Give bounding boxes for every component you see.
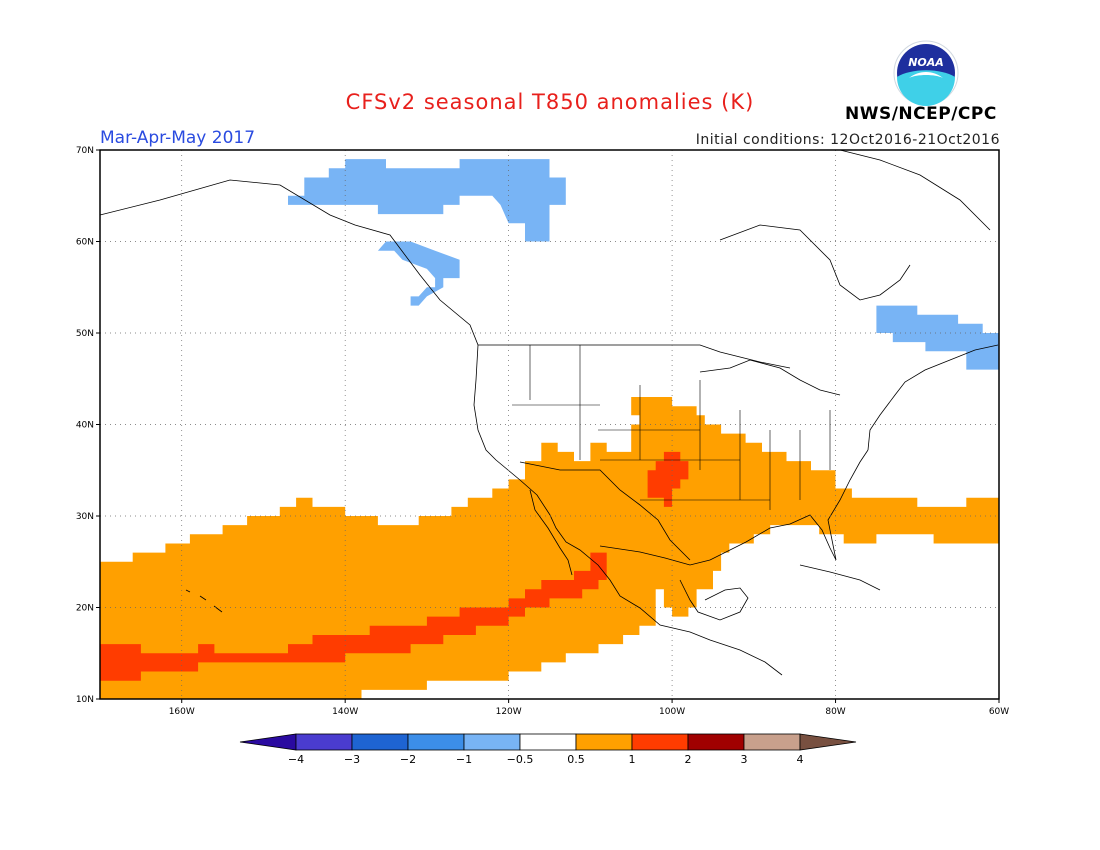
anomaly-region-3 (100, 397, 999, 699)
colorbar-level-label: −2 (400, 753, 416, 766)
colorbar-level-label: −0.5 (507, 753, 534, 766)
colorbar-swatch (519, 733, 577, 751)
cuba-line (799, 564, 881, 591)
colorbar-high-arrow (799, 733, 857, 751)
colorbar-swatch (631, 733, 689, 751)
baja-line (529, 489, 573, 576)
colorbar-level-label: 4 (797, 753, 804, 766)
hudson-bay-line (719, 224, 911, 301)
anomaly-region-0 (288, 159, 566, 242)
lat-tick-label: 70N (76, 146, 94, 156)
colorbar-swatch (463, 733, 521, 751)
axis-ticks: 160W 140W 120W 100W 80W 60W 10N 20N 30N 40N 50N 60N… (76, 146, 1009, 717)
great-lakes-line (699, 359, 841, 396)
anomaly-region-5 (100, 552, 607, 681)
lon-tick-label: 100W (659, 707, 685, 717)
map-title: CFSv2 seasonal T850 anomalies (K) (345, 90, 755, 114)
colorbar-swatch (295, 733, 353, 751)
initial-conditions-label: Initial conditions: 12Oct2016-21Oct2016 (695, 132, 1000, 148)
colorbar: −4 −3 −2 −1 −0.5 0.5 1 2 3 4 (239, 733, 857, 766)
coastline-layer (99, 149, 999, 676)
colorbar-level-label: 3 (741, 753, 748, 766)
colorbar-swatch (351, 733, 409, 751)
colorbar-swatch (575, 733, 633, 751)
gulf-coast-line (599, 449, 869, 566)
yucatan-line (679, 579, 749, 621)
state-lines (512, 345, 831, 510)
east-coast-line (867, 344, 999, 451)
lon-tick-label: 120W (496, 707, 522, 717)
colorbar-level-label: −4 (288, 753, 304, 766)
season-label: Mar-Apr-May 2017 (100, 128, 256, 148)
anomaly-region-2 (876, 305, 999, 370)
lat-tick-label: 60N (76, 238, 94, 248)
anomaly-region-4 (647, 451, 689, 507)
west-coast-line (99, 179, 783, 676)
colorbar-low-arrow (239, 733, 297, 751)
lat-tick-label: 30N (76, 512, 94, 522)
colorbar-level-label: −3 (344, 753, 360, 766)
colorbar-swatch (687, 733, 745, 751)
colorbar-level-label: 0.5 (567, 753, 585, 766)
greenland-line (839, 149, 991, 231)
colorbar-swatch (743, 733, 801, 751)
colorbar-level-label: −1 (456, 753, 472, 766)
noaa-logo-icon: NOAA (893, 40, 959, 106)
colorbar-swatch (407, 733, 465, 751)
lat-tick-label: 20N (76, 604, 94, 614)
anomaly-region-1 (377, 241, 460, 306)
organization-label: NWS/NCEP/CPC (845, 104, 997, 124)
lon-tick-label: 60W (989, 707, 1009, 717)
canada-us-border (478, 344, 791, 369)
hawaii-islands (185, 589, 223, 613)
anomaly-fill-layer (100, 159, 999, 699)
lat-tick-label: 10N (76, 695, 94, 705)
lon-tick-label: 160W (169, 707, 195, 717)
us-mexico-border (519, 461, 691, 561)
colorbar-level-label: 1 (629, 753, 636, 766)
svg-text:NOAA: NOAA (908, 56, 944, 69)
lon-tick-label: 80W (825, 707, 845, 717)
lat-tick-label: 50N (76, 329, 94, 339)
lon-tick-label: 140W (332, 707, 358, 717)
lat-tick-label: 40N (76, 421, 94, 431)
colorbar-level-label: 2 (685, 753, 692, 766)
